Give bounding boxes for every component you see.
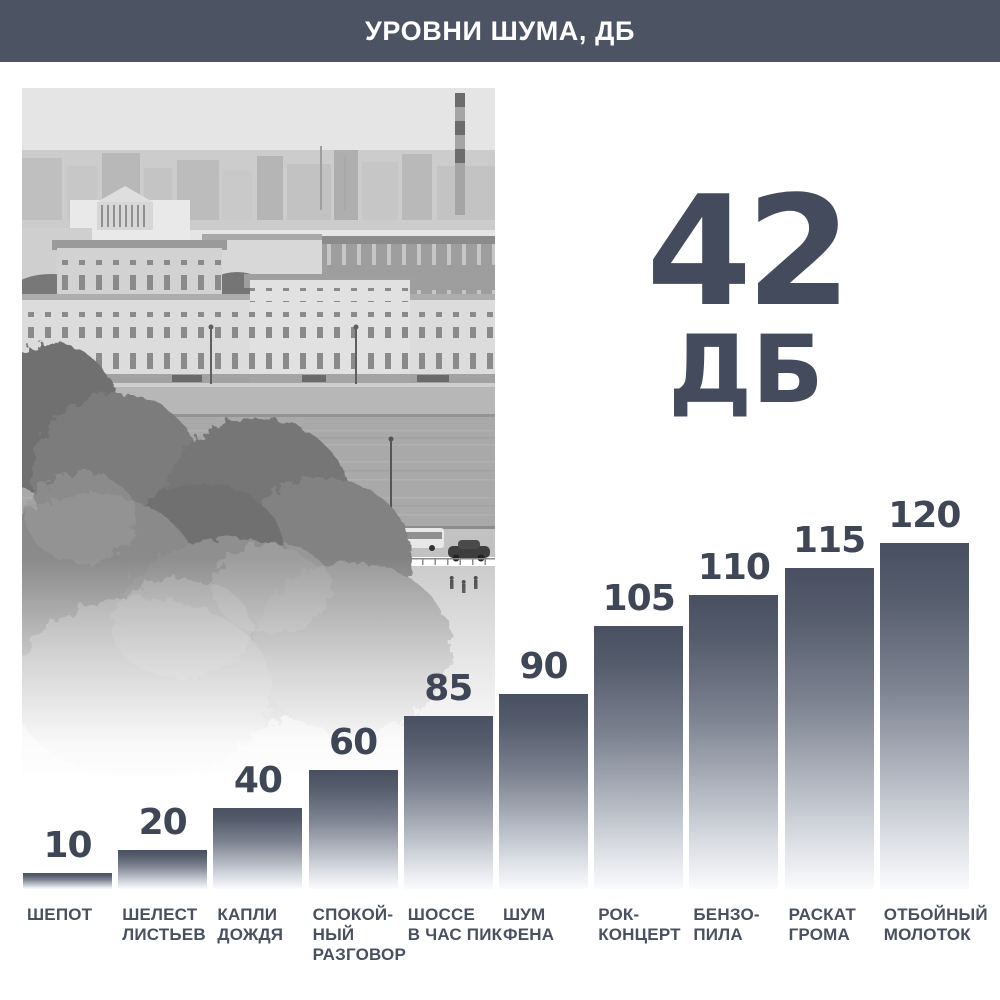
highlight-value: 42 bbox=[646, 163, 852, 340]
bar bbox=[118, 850, 208, 889]
bar bbox=[784, 568, 874, 889]
bar-value: 10 bbox=[43, 825, 92, 866]
bar-value: 85 bbox=[424, 668, 473, 709]
page-title: УРОВНИ ШУМА, ДБ bbox=[365, 15, 635, 46]
bar-label: БЕНЗО- ПИЛА bbox=[693, 905, 760, 944]
bar-label: ШЕЛЕСТ ЛИСТЬЕВ bbox=[122, 905, 206, 944]
header-bar: УРОВНИ ШУМА, ДБ bbox=[0, 0, 1000, 62]
bar-value: 60 bbox=[329, 722, 378, 763]
bar-value: 115 bbox=[793, 520, 866, 561]
bar-value: 90 bbox=[519, 646, 568, 687]
bar-value: 110 bbox=[697, 547, 771, 588]
bar bbox=[23, 873, 112, 889]
photo-chimney bbox=[455, 93, 465, 215]
bar-label: ШУМ ФЕНА bbox=[503, 905, 555, 944]
bar-label: ОТБОЙНЫЙ МОЛОТОК bbox=[883, 905, 988, 944]
bar-value: 120 bbox=[888, 495, 961, 536]
bar bbox=[403, 716, 493, 889]
photo-palace bbox=[22, 274, 495, 388]
bar-label: ШЕПОТ bbox=[27, 905, 93, 924]
bar-value: 20 bbox=[138, 802, 188, 843]
bar bbox=[689, 595, 779, 889]
bar-label: КАПЛИ ДОЖДЯ bbox=[217, 905, 284, 944]
bar bbox=[879, 543, 969, 889]
bar bbox=[499, 694, 588, 889]
highlight-block: 42 ДБ bbox=[500, 176, 992, 418]
bar bbox=[213, 808, 303, 889]
bar-value: 105 bbox=[602, 578, 676, 619]
bar-label: РАСКАТ ГРОМА bbox=[788, 905, 856, 944]
highlight-unit: ДБ bbox=[668, 316, 824, 425]
bar-label: ШОССЕ В ЧАС ПИК bbox=[407, 905, 503, 944]
bar bbox=[594, 626, 684, 889]
bar-label: СПОКОЙ- НЫЙ РАЗГОВОР bbox=[312, 905, 407, 964]
bar-label: РОК- КОНЦЕРТ bbox=[598, 905, 681, 944]
bar bbox=[308, 770, 398, 889]
bar-value: 40 bbox=[233, 760, 283, 801]
